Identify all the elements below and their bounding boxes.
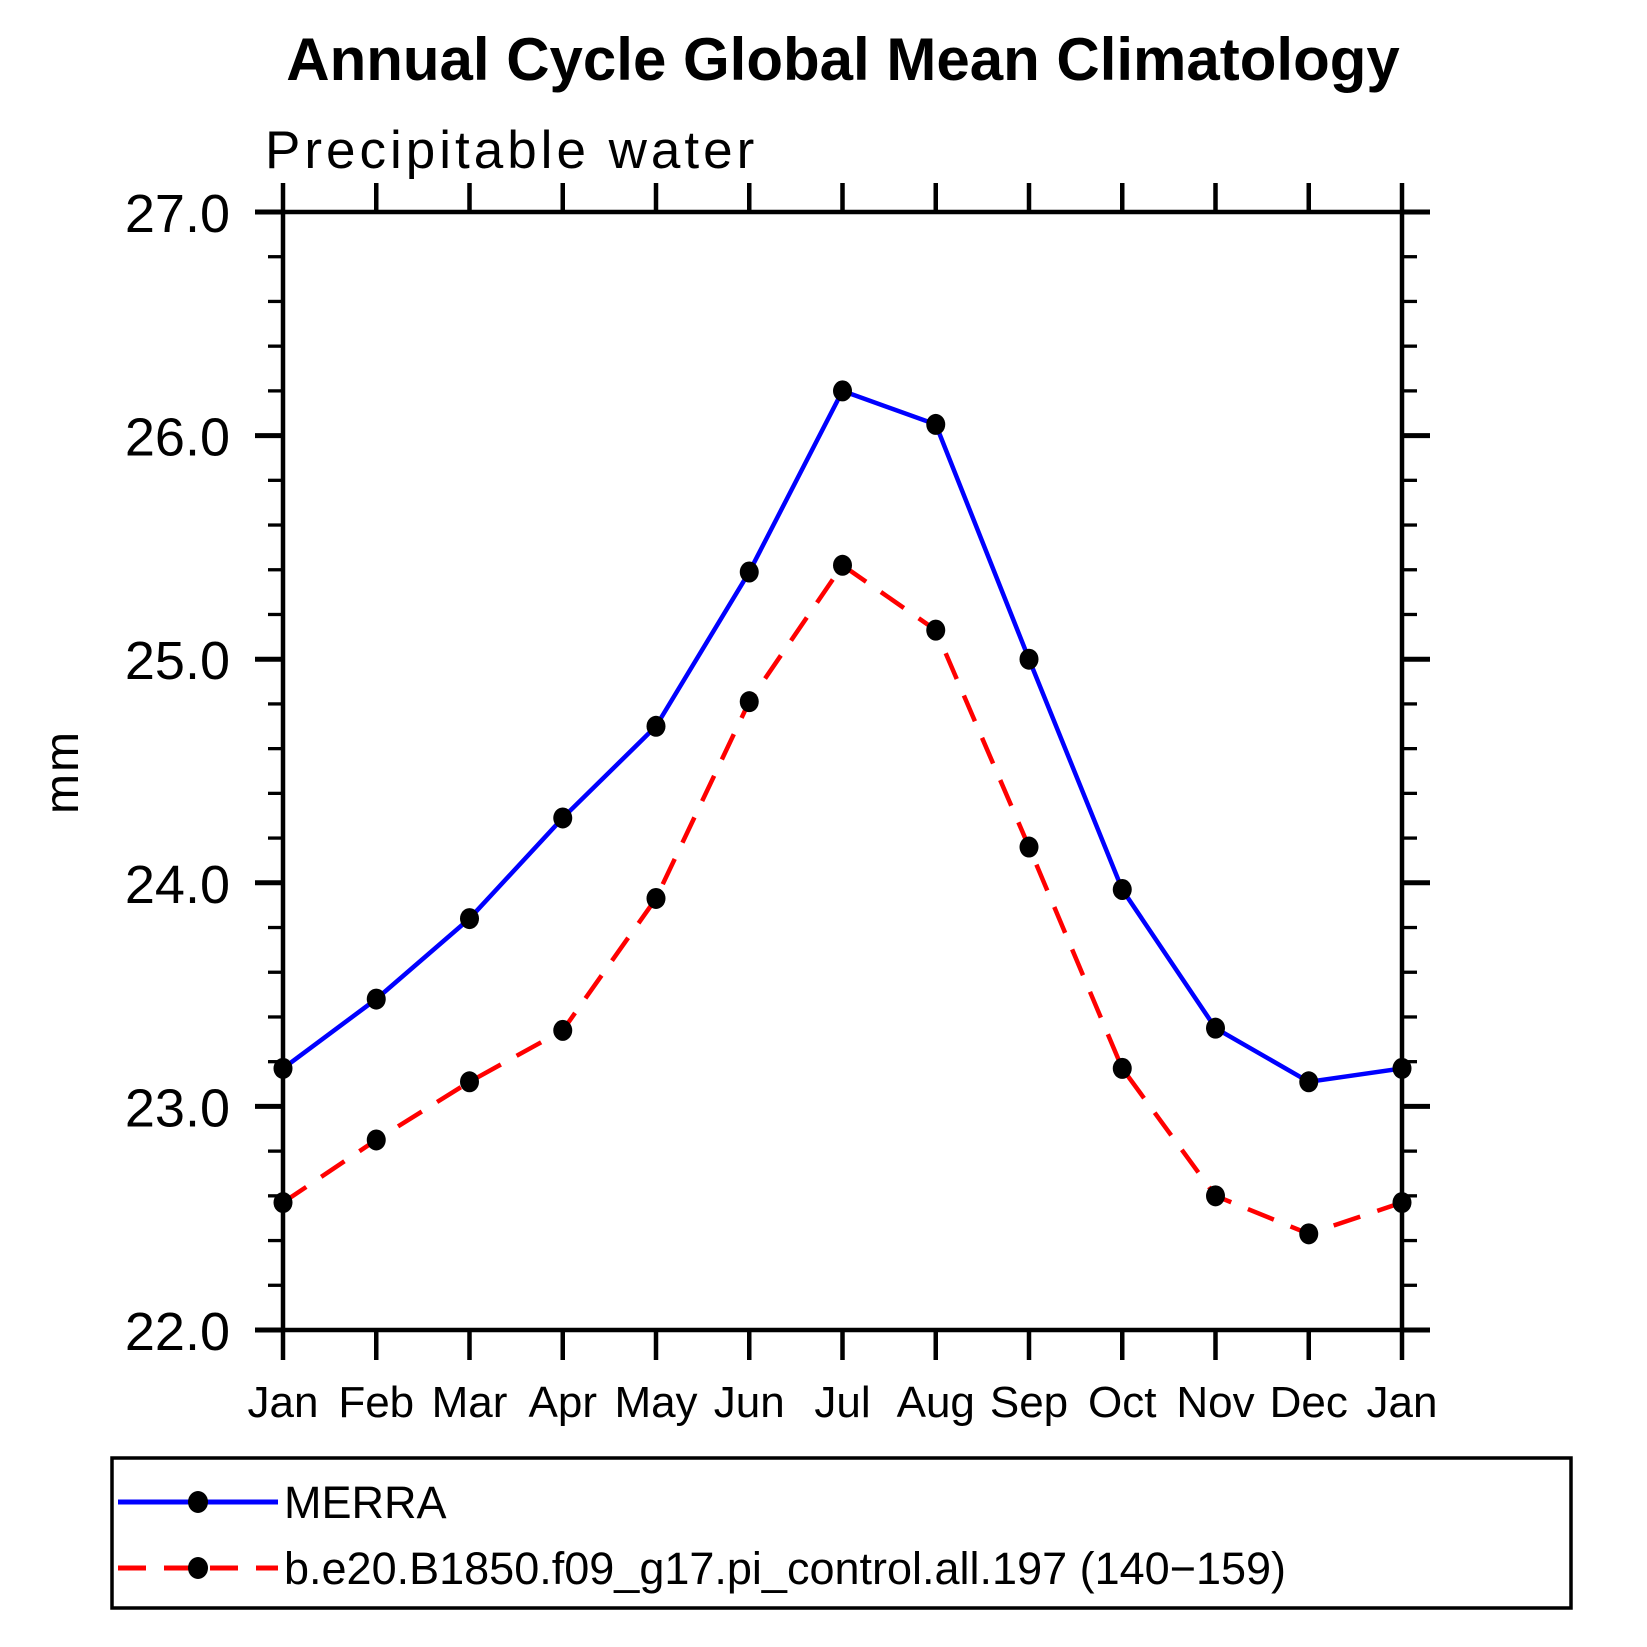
merra-line <box>281 388 1403 1085</box>
x-tick-label: Nov <box>1176 1378 1254 1427</box>
x-tick-label: Jan <box>248 1378 319 1427</box>
data-point-marker <box>273 1192 293 1214</box>
plot-border <box>280 209 1405 1333</box>
data-point-marker <box>646 715 666 737</box>
x-tick-label: May <box>614 1378 697 1427</box>
data-point-marker <box>553 1019 573 1041</box>
chart-subtitle: Precipitable water <box>265 121 758 180</box>
data-point-marker <box>1112 1057 1132 1079</box>
data-point-marker <box>1392 1057 1412 1079</box>
y-axis-label: mm <box>36 730 89 814</box>
data-point-marker <box>833 380 852 402</box>
legend-label: b.e20.B1850.f09_g17.pi_control.all.197 (… <box>284 1543 1286 1594</box>
axes: Jan Feb Mar Apr May Jun Jul Aug Sep Oct Nov Dec Jan 2… <box>125 183 1438 1427</box>
data-point-marker <box>366 1129 386 1151</box>
legend-label: MERRA <box>284 1477 447 1528</box>
data-point-marker <box>739 561 759 583</box>
chart-title: Annual Cycle Global Mean Climatology <box>286 26 1400 93</box>
x-tick-label: Oct <box>1088 1378 1156 1427</box>
x-tick-label: Feb <box>338 1378 414 1427</box>
series-lines <box>281 388 1403 1237</box>
data-point-marker <box>460 908 479 930</box>
legend: MERRA b.e20.B1850.f09_g17.pi_control.all.… <box>110 1456 1573 1610</box>
model-line <box>281 562 1403 1237</box>
x-tick-label: Sep <box>990 1378 1068 1427</box>
x-tick-label: Jul <box>814 1378 870 1427</box>
y-tick-label: 23.0 <box>125 1078 230 1138</box>
data-point-marker <box>553 807 573 829</box>
data-point-marker <box>366 988 386 1010</box>
data-point-marker <box>833 554 852 576</box>
data-point-marker <box>926 413 946 435</box>
x-tick-label: Aug <box>897 1378 975 1427</box>
y-tick-label: 27.0 <box>125 184 230 244</box>
y-tick-label: 26.0 <box>125 408 230 468</box>
data-point-marker <box>1392 1192 1412 1214</box>
data-point-marker <box>273 1057 293 1079</box>
data-point-marker <box>926 619 946 641</box>
data-point-marker <box>460 1071 479 1093</box>
series-markers <box>273 380 1412 1245</box>
data-point-marker <box>1206 1017 1225 1039</box>
data-point-marker <box>1019 648 1039 670</box>
legend-marker-sample <box>188 1491 208 1513</box>
data-point-marker <box>1299 1223 1319 1245</box>
x-tick-label: Jun <box>714 1378 785 1427</box>
data-point-marker <box>1112 879 1132 901</box>
y-tick-label: 24.0 <box>125 855 230 915</box>
legend-marker-sample <box>188 1557 208 1579</box>
x-tick-label: Dec <box>1270 1378 1348 1427</box>
legend-box <box>110 1456 1573 1610</box>
x-tick-label: Mar <box>432 1378 508 1427</box>
data-point-marker <box>1299 1071 1319 1093</box>
data-point-marker <box>1206 1185 1225 1207</box>
x-tick-label: Apr <box>529 1378 597 1427</box>
data-point-marker <box>646 887 666 909</box>
x-tick-label: Jan <box>1367 1378 1438 1427</box>
data-point-marker <box>1019 836 1039 858</box>
data-point-marker <box>739 691 759 713</box>
y-tick-label: 22.0 <box>125 1302 230 1362</box>
y-tick-label: 25.0 <box>125 631 230 691</box>
